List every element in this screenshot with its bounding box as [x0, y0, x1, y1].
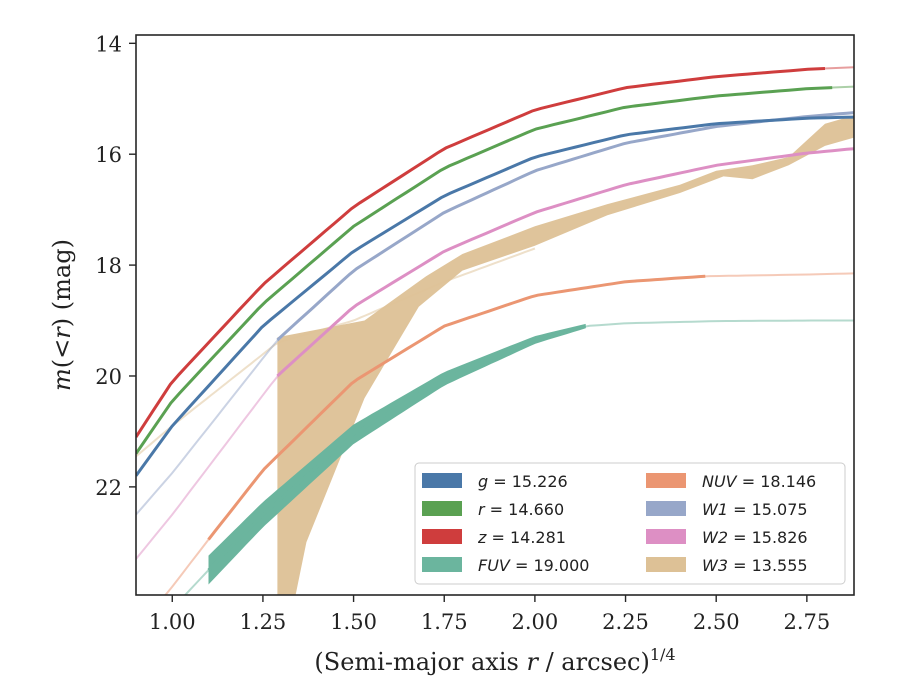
y-tick-label: 14	[95, 32, 122, 56]
series-fuv	[183, 319, 854, 595]
series-r-line	[136, 86, 833, 455]
series-w3	[136, 115, 854, 595]
series-nuv-line	[207, 274, 706, 541]
y-tick-label: 20	[95, 365, 122, 389]
y-tick-label: 18	[95, 254, 122, 278]
x-tick-label: 2.75	[783, 610, 830, 634]
legend-label-z: z = 14.281	[477, 528, 566, 547]
legend-swatch-z	[422, 529, 462, 544]
legend-swatch-r	[422, 501, 462, 516]
x-axis: 1.00 1.25 1.50 1.75 2.00 2.25 2.50 2.75	[149, 595, 830, 634]
series-fuv-line	[207, 324, 587, 572]
series-g	[136, 115, 854, 477]
series-r	[136, 85, 854, 455]
plot-frame	[135, 34, 855, 596]
legend-label-r: r = 14.660	[478, 500, 564, 519]
series-z-line	[136, 67, 826, 438]
x-tick-label: 2.25	[602, 610, 649, 634]
legend-label-g: g = 15.226	[478, 472, 568, 491]
series-w2	[136, 147, 854, 560]
x-tick-label: 1.00	[149, 610, 196, 634]
legend-swatch-nuv	[646, 473, 686, 488]
legend-frame	[414, 462, 846, 585]
series-w2-line	[276, 147, 854, 378]
legend-swatch-w3	[646, 557, 686, 572]
series-nuv	[164, 272, 854, 595]
legend-swatch-w2	[646, 529, 686, 544]
x-tick-label: 2.50	[693, 610, 740, 634]
y-axis-title: m(<r) (mag)	[48, 239, 76, 391]
legend: g = 15.226 r = 14.660 z = 14.281 FUV = 19.0…	[414, 462, 846, 585]
legend-label-w3: W3 = 13.555	[702, 556, 808, 575]
legend-label-w1: W1 = 15.075	[702, 500, 808, 519]
legend-label-w2: W2 = 15.826	[702, 528, 808, 547]
legend-label-nuv: NUV = 18.146	[702, 472, 816, 491]
legend-swatch-w1	[646, 501, 686, 516]
series-z	[136, 66, 854, 438]
legend-swatch-g	[422, 473, 462, 488]
x-tick-label: 2.00	[512, 610, 559, 634]
x-tick-label: 1.25	[240, 610, 287, 634]
legend-label-fuv: FUV = 19.000	[478, 556, 589, 575]
y-tick-label: 22	[95, 476, 122, 500]
series-w3-extrapolation	[136, 247, 536, 458]
y-tick-label: 16	[95, 143, 122, 167]
x-tick-label: 1.50	[330, 610, 377, 634]
legend-swatch-fuv	[422, 557, 462, 572]
x-axis-title: (Semi-major axis r / arcsec)1/4	[314, 645, 675, 676]
y-axis: 14 16 18 20 22	[95, 32, 136, 500]
series-g-line	[136, 115, 854, 477]
x-tick-label: 1.75	[421, 610, 468, 634]
plot-content	[136, 66, 854, 595]
